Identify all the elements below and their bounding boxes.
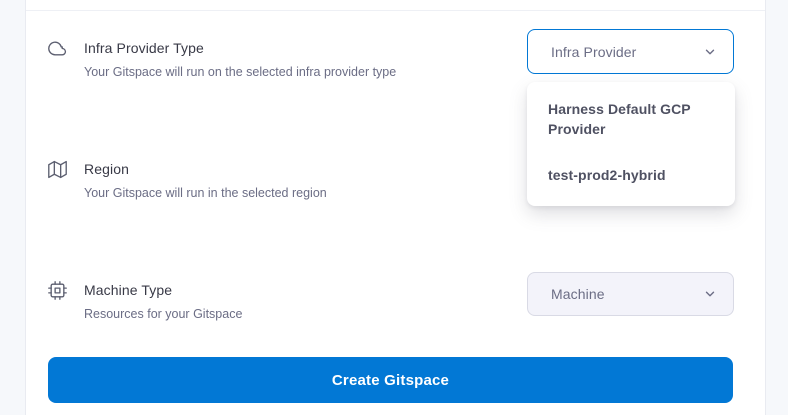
menu-option-harness-default-gcp-provider[interactable]: Harness Default GCP Provider [548, 101, 691, 137]
field-description: Your Gitspace will run on the selected i… [84, 65, 397, 79]
chevron-down-icon [703, 45, 717, 59]
infra-provider-select[interactable]: Infra Provider [527, 29, 734, 74]
field-description: Your Gitspace will run in the selected r… [84, 186, 327, 200]
field-texts: Infra Provider Type Your Gitspace will r… [84, 38, 396, 81]
map-icon [48, 160, 67, 179]
infra-provider-menu: Harness Default GCP Provider test-prod2-… [527, 82, 735, 206]
field-description: Resources for your Gitspace [84, 307, 243, 321]
menu-option-test-prod2-hybrid[interactable]: test-prod2-hybrid [548, 167, 666, 183]
card-top-divider [26, 10, 765, 11]
field-label: Machine Type [84, 282, 173, 298]
cloud-icon [48, 39, 67, 58]
create-gitspace-button[interactable]: Create Gitspace [48, 357, 733, 403]
field-label: Region [84, 161, 129, 177]
field-texts: Machine Type Resources for your Gitspace [84, 280, 242, 323]
field-row-infra-provider-type: Infra Provider Type Your Gitspace will r… [48, 38, 396, 81]
machine-type-select-placeholder: Machine [551, 286, 605, 302]
field-label: Infra Provider Type [84, 40, 204, 56]
page-background-right [765, 0, 788, 415]
cpu-icon [48, 281, 67, 300]
machine-type-select[interactable]: Machine [527, 272, 734, 316]
field-row-machine-type: Machine Type Resources for your Gitspace [48, 280, 242, 323]
chevron-down-icon [703, 287, 717, 301]
infra-provider-select-placeholder: Infra Provider [551, 43, 637, 60]
page-background-left [0, 0, 26, 415]
field-row-region: Region Your Gitspace will run in the sel… [48, 159, 327, 202]
field-texts: Region Your Gitspace will run in the sel… [84, 159, 327, 202]
